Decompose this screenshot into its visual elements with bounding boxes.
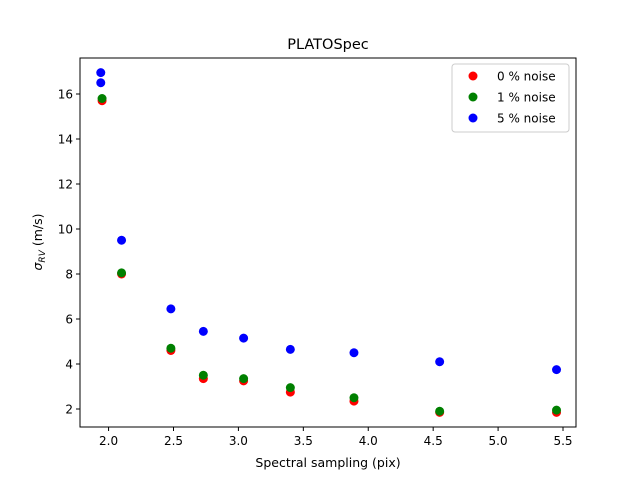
y-tick-label: 16 xyxy=(58,88,73,102)
y-tick-label: 10 xyxy=(58,223,73,237)
y-axis-label: σRV (m/s) xyxy=(30,214,48,271)
data-point xyxy=(198,370,208,380)
legend-label: 1 % noise xyxy=(497,91,556,105)
x-tick-label: 2.0 xyxy=(99,434,118,448)
x-axis-ticks: 2.0 2.5 3.0 3.5 4.0 4.5 5.0 5.5 xyxy=(99,427,573,448)
data-point xyxy=(198,326,208,336)
y-tick-label: 2 xyxy=(65,403,73,417)
data-point xyxy=(349,348,359,358)
x-tick-label: 4.5 xyxy=(424,434,443,448)
data-point xyxy=(435,406,445,416)
x-axis-label: Spectral sampling (pix) xyxy=(255,455,400,470)
y-tick-label: 14 xyxy=(58,133,73,147)
y-axis-label-symbol: σ xyxy=(30,262,45,271)
x-tick-label: 2.5 xyxy=(164,434,183,448)
data-point xyxy=(96,78,106,88)
data-point xyxy=(552,365,562,375)
legend: 0 % noise 1 % noise 5 % noise xyxy=(451,63,570,133)
legend-marker xyxy=(468,113,478,123)
y-tick-label: 4 xyxy=(65,358,73,372)
x-tick-label: 4.0 xyxy=(359,434,378,448)
data-point xyxy=(285,344,295,354)
legend-label: 0 % noise xyxy=(497,70,556,84)
data-point xyxy=(166,343,176,353)
data-point xyxy=(117,235,127,245)
data-point xyxy=(97,94,107,103)
data-point xyxy=(239,374,249,384)
data-point xyxy=(96,68,106,78)
data-point xyxy=(239,333,249,343)
chart-title: PLATOSpec xyxy=(287,37,369,53)
y-axis-label-unit: (m/s) xyxy=(30,214,45,251)
legend-marker xyxy=(468,71,478,81)
y-tick-label: 6 xyxy=(65,313,73,327)
x-tick-label: 3.5 xyxy=(294,434,313,448)
x-tick-label: 5.5 xyxy=(553,434,572,448)
x-tick-label: 5.0 xyxy=(489,434,508,448)
data-point xyxy=(285,383,295,393)
y-tick-label: 8 xyxy=(65,268,73,282)
data-point xyxy=(117,268,127,278)
data-point xyxy=(166,304,176,314)
legend-frame xyxy=(451,63,570,133)
data-points xyxy=(96,68,562,417)
data-point xyxy=(552,405,562,415)
y-axis-ticks: 2 4 6 8 10 12 14 16 xyxy=(58,88,80,417)
data-point xyxy=(349,393,359,403)
legend-label: 5 % noise xyxy=(497,112,556,126)
data-point xyxy=(435,357,445,367)
x-tick-label: 3.0 xyxy=(229,434,248,448)
legend-marker xyxy=(468,92,478,102)
plot-frame xyxy=(79,57,577,428)
y-axis-label-subscript: RV xyxy=(38,249,48,262)
y-tick-label: 12 xyxy=(58,178,73,192)
